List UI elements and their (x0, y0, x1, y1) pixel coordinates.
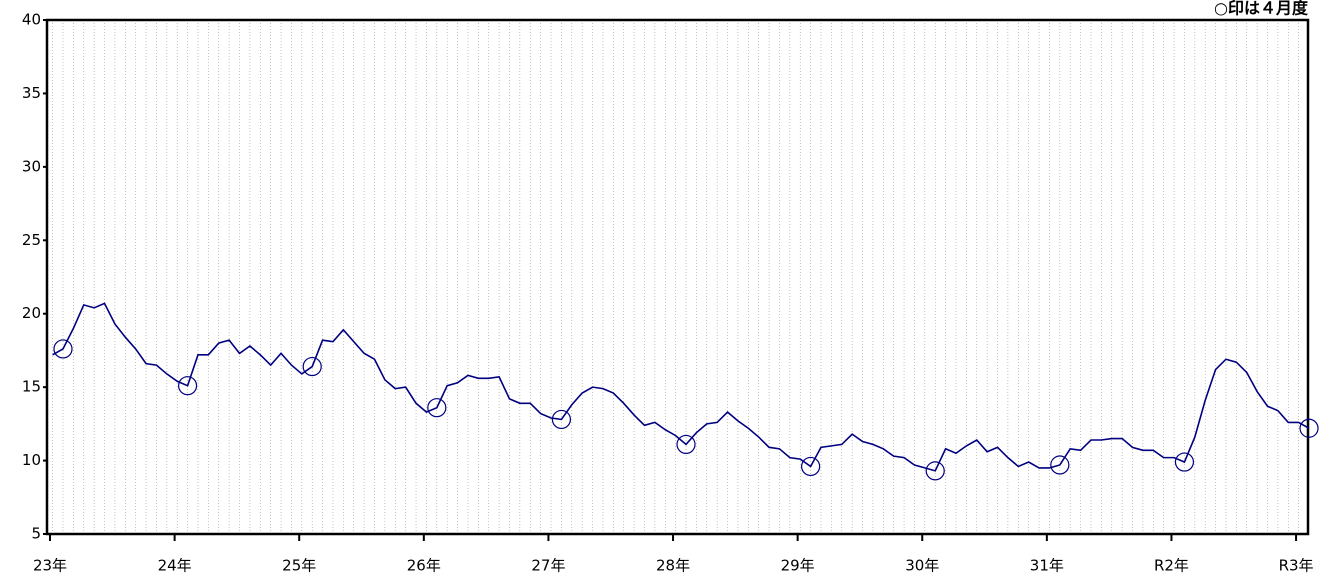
y-tick-label: 20 (22, 304, 41, 322)
x-tick-label: 27年 (531, 557, 565, 575)
series-line (52, 302, 1310, 472)
y-tick-label: 25 (22, 231, 41, 249)
x-tick-label: 25年 (282, 557, 316, 575)
x-tick-label: 31年 (1030, 557, 1064, 575)
y-tick-label: 5 (31, 525, 41, 543)
x-tick-label: 23年 (33, 557, 67, 575)
y-tick-label: 15 (22, 378, 41, 396)
annotation: ○印は４月度 (1214, 0, 1309, 18)
x-tick-label: 24年 (158, 557, 192, 575)
april-marker (801, 456, 821, 477)
april-marker (676, 434, 696, 455)
april-marker (302, 356, 322, 377)
x-tick-label: R3年 (1279, 557, 1314, 575)
y-tick-label: 40 (22, 11, 41, 29)
x-tick-label: 26年 (407, 557, 441, 575)
x-tick-label: R2年 (1154, 557, 1189, 575)
y-tick-label: 30 (22, 157, 41, 175)
y-tick-label: 10 (22, 451, 41, 469)
april-marker (1299, 418, 1319, 438)
april-marker (551, 409, 572, 430)
april-marker (1174, 452, 1195, 472)
y-tick-label: 35 (22, 84, 41, 102)
april-marker (53, 339, 73, 359)
x-tick-label: 29年 (781, 557, 815, 575)
x-tick-label: 28年 (656, 557, 690, 575)
april-marker (925, 461, 945, 481)
plot-frame (45, 18, 1310, 536)
april-marker (1050, 455, 1070, 475)
april-marker (177, 376, 198, 396)
x-tick-label: 30年 (905, 557, 939, 575)
april-marker (427, 398, 447, 418)
